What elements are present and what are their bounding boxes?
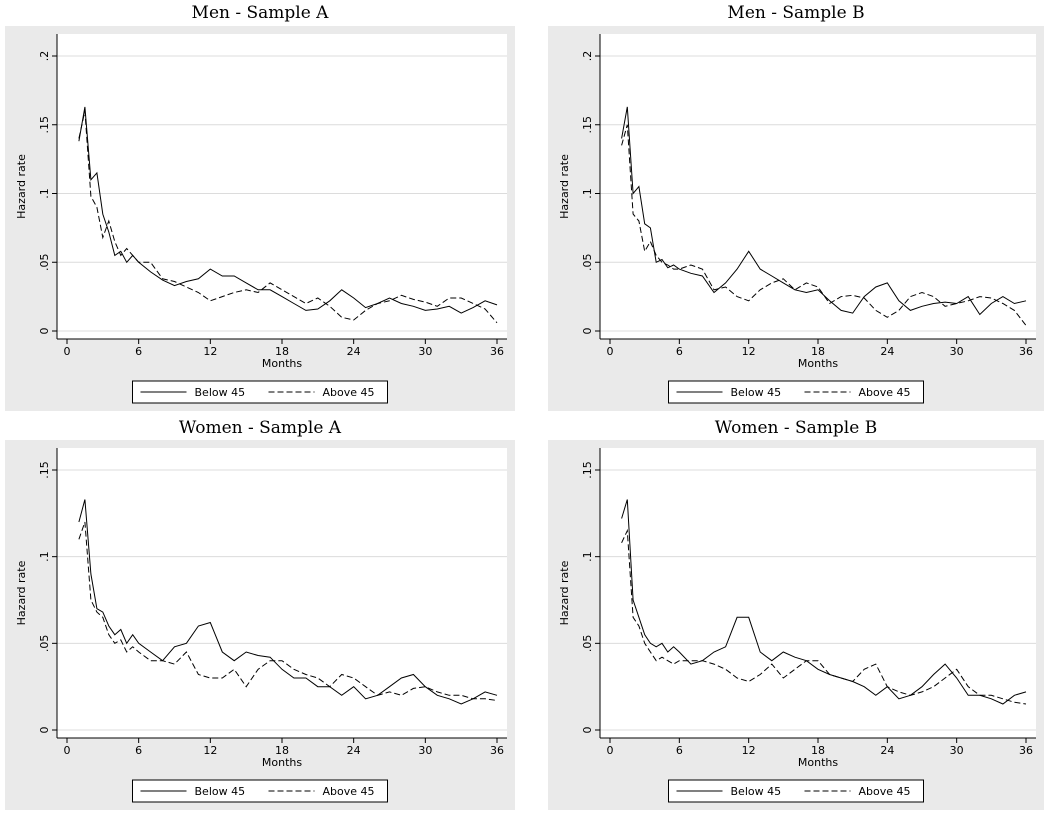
- women-sample-a-x-tick-label: 36: [490, 744, 504, 757]
- men-sample-a-x-tick-label: 12: [203, 345, 217, 358]
- men-sample-a-chart: 0 .05 .1 .15 .2 0 6 12 18 24 30 36 Months Hazard rate…: [5, 26, 515, 411]
- women-sample-a-y-tick-label: .15: [38, 461, 51, 479]
- women-sample-b-y-tick-label: .1: [581, 551, 594, 562]
- men-sample-a-legend-label: Below 45: [195, 386, 246, 399]
- men-sample-b-y-tick-label: .15: [581, 116, 594, 134]
- women-sample-a-x-tick-label: 6: [135, 744, 142, 757]
- women-sample-b-x-tick-label: 6: [676, 744, 683, 757]
- men-sample-a-x-axis-label: Months: [262, 357, 302, 370]
- men-sample-b-y-tick-label: .1: [581, 188, 594, 199]
- men-sample-a-x-tick-label: 18: [275, 345, 289, 358]
- men-sample-a-y-tick-label: .05: [38, 254, 51, 272]
- women-sample-b-x-tick-label: 18: [811, 744, 825, 757]
- men-sample-b-legend-label: Above 45: [859, 386, 911, 399]
- men-sample-b-y-tick-label: .2: [581, 51, 594, 62]
- women-sample-a-y-tick-label: .05: [38, 635, 51, 653]
- women-sample-b-x-tick-label: 30: [950, 744, 964, 757]
- men-sample-a-y-axis-label: Hazard rate: [15, 154, 28, 219]
- women-sample-a-series-below-45-line: [78, 499, 498, 705]
- women-sample-b-x-tick-label: 24: [880, 744, 894, 757]
- women-sample-a-series-above-45-line: [78, 521, 498, 701]
- men-sample-b-x-tick-label: 18: [811, 345, 825, 358]
- women-sample-b-legend-label: Below 45: [731, 785, 782, 798]
- women-sample-a-legend: [132, 779, 388, 803]
- men-sample-a-x-tick-label: 0: [64, 345, 71, 358]
- women-sample-a-y-tick-label: 0: [38, 727, 51, 734]
- men-sample-b-plot-area: [600, 34, 1036, 339]
- women-sample-b-x-tick-label: 36: [1019, 744, 1033, 757]
- women-sample-b-plot-area: [600, 448, 1036, 738]
- women-sample-b-legend: [668, 779, 924, 803]
- women-sample-a-legend-label: Below 45: [195, 785, 246, 798]
- men-sample-b-y-tick-label: 0: [581, 328, 594, 335]
- women-sample-b-x-axis-label: Months: [798, 756, 838, 769]
- women-sample-b-legend-label: Above 45: [859, 785, 911, 798]
- women-sample-a-x-tick-label: 24: [347, 744, 361, 757]
- women-sample-a-y-tick-label: .1: [38, 551, 51, 562]
- men-sample-a-plot-area: [57, 34, 507, 339]
- women-sample-a-chart: 0 .05 .1 .15 0 6 12 18 24 30 36 Months Hazard rate Be…: [5, 440, 515, 810]
- men-sample-a-series-below-45-line: [78, 106, 498, 314]
- men-sample-b-x-tick-label: 24: [880, 345, 894, 358]
- women-sample-a-x-tick-label: 18: [275, 744, 289, 757]
- women-sample-a-title: Women - Sample A: [178, 418, 342, 438]
- men-sample-b-title: Men - Sample B: [727, 3, 865, 23]
- women-sample-b-chart: 0 .05 .1 .15 0 6 12 18 24 30 36 Months Hazard rate Be…: [548, 440, 1044, 810]
- men-sample-b-legend: [668, 380, 924, 404]
- women-sample-b-y-tick-label: 0: [581, 727, 594, 734]
- women-sample-a-x-axis-label: Months: [262, 756, 302, 769]
- men-sample-a-series-above-45-line: [78, 110, 498, 324]
- men-sample-b-x-axis-label: Months: [798, 357, 838, 370]
- women-sample-a-x-tick-label: 0: [64, 744, 71, 757]
- women-sample-a-y-axis-label: Hazard rate: [15, 560, 28, 625]
- men-sample-b-x-tick-label: 12: [742, 345, 756, 358]
- women-sample-b-y-tick-label: .05: [581, 635, 594, 653]
- women-sample-b-y-tick-label: .15: [581, 461, 594, 479]
- women-sample-a-plot-area: [57, 448, 507, 738]
- men-sample-b-y-tick-label: .05: [581, 254, 594, 272]
- women-sample-a-x-tick-label: 12: [203, 744, 217, 757]
- men-sample-a-y-tick-label: .1: [38, 188, 51, 199]
- men-sample-b-x-tick-label: 30: [950, 345, 964, 358]
- men-sample-a-legend: [132, 380, 388, 404]
- men-sample-a-legend-label: Above 45: [323, 386, 375, 399]
- men-sample-a-x-tick-label: 30: [418, 345, 432, 358]
- men-sample-a-y-tick-label: .2: [38, 51, 51, 62]
- men-sample-b-series-above-45-line: [621, 124, 1027, 326]
- men-sample-b-legend-label: Below 45: [731, 386, 782, 399]
- women-sample-a-legend-label: Above 45: [323, 785, 375, 798]
- men-sample-b-x-tick-label: 6: [676, 345, 683, 358]
- women-sample-b-series-above-45-line: [621, 528, 1027, 705]
- women-sample-b-title: Women - Sample B: [714, 418, 878, 438]
- women-sample-b-y-axis-label: Hazard rate: [558, 560, 571, 625]
- men-sample-a-x-tick-label: 24: [347, 345, 361, 358]
- men-sample-a-y-tick-label: .15: [38, 116, 51, 134]
- men-sample-a-y-tick-label: 0: [38, 328, 51, 335]
- women-sample-b-x-tick-label: 12: [742, 744, 756, 757]
- men-sample-b-y-axis-label: Hazard rate: [558, 154, 571, 219]
- men-sample-b-x-tick-label: 36: [1019, 345, 1033, 358]
- men-sample-b-x-tick-label: 0: [607, 345, 614, 358]
- women-sample-b-x-tick-label: 0: [607, 744, 614, 757]
- men-sample-b-chart: 0 .05 .1 .15 .2 0 6 12 18 24 30 36 Months Hazard rate…: [548, 26, 1044, 411]
- men-sample-a-x-tick-label: 36: [490, 345, 504, 358]
- men-sample-a-x-tick-label: 6: [135, 345, 142, 358]
- women-sample-a-x-tick-label: 30: [418, 744, 432, 757]
- women-sample-b-series-below-45-line: [621, 499, 1027, 705]
- men-sample-a-title: Men - Sample A: [191, 3, 329, 23]
